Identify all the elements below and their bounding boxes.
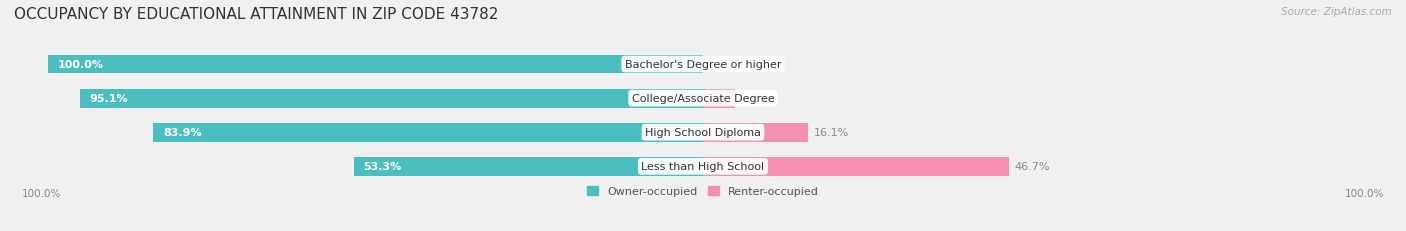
- Text: OCCUPANCY BY EDUCATIONAL ATTAINMENT IN ZIP CODE 43782: OCCUPANCY BY EDUCATIONAL ATTAINMENT IN Z…: [14, 7, 499, 22]
- Text: 4.9%: 4.9%: [741, 94, 769, 104]
- Bar: [153, 123, 703, 142]
- Text: 16.1%: 16.1%: [814, 128, 849, 138]
- Bar: [354, 157, 703, 176]
- Text: High School Diploma: High School Diploma: [645, 128, 761, 138]
- Text: Source: ZipAtlas.com: Source: ZipAtlas.com: [1281, 7, 1392, 17]
- Text: 0.0%: 0.0%: [709, 60, 737, 70]
- Text: 100.0%: 100.0%: [58, 60, 104, 70]
- Text: Bachelor's Degree or higher: Bachelor's Degree or higher: [624, 60, 782, 70]
- Bar: [703, 157, 1010, 176]
- Legend: Owner-occupied, Renter-occupied: Owner-occupied, Renter-occupied: [582, 182, 824, 201]
- Text: College/Associate Degree: College/Associate Degree: [631, 94, 775, 104]
- Text: 53.3%: 53.3%: [364, 162, 402, 172]
- Text: Less than High School: Less than High School: [641, 162, 765, 172]
- Bar: [48, 55, 703, 74]
- Bar: [703, 89, 735, 108]
- Text: 83.9%: 83.9%: [163, 128, 201, 138]
- Text: 95.1%: 95.1%: [90, 94, 128, 104]
- Text: 100.0%: 100.0%: [21, 188, 60, 198]
- Bar: [80, 89, 703, 108]
- Bar: [703, 123, 808, 142]
- Text: 46.7%: 46.7%: [1014, 162, 1050, 172]
- Text: 100.0%: 100.0%: [1346, 188, 1385, 198]
